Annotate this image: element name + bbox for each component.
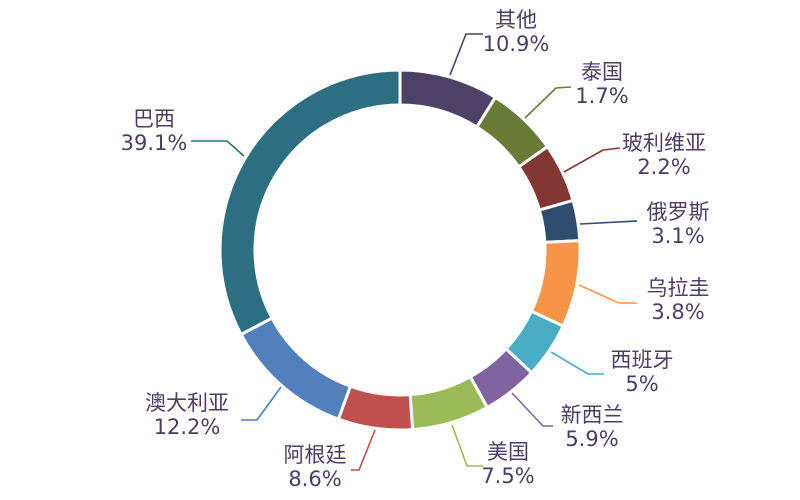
slice-value: 1.7%	[575, 84, 629, 108]
slice-label: 俄罗斯	[646, 200, 710, 224]
slice-label: 泰国	[580, 60, 623, 84]
slice-callout-1: 泰国 1.7%	[575, 60, 628, 108]
slice-callout-8: 阿根廷 8.6%	[284, 443, 347, 491]
slice-callout-4: 乌拉圭 3.8%	[647, 276, 710, 324]
slice-callout-5: 西班牙 5%	[611, 348, 674, 396]
slice-value: 10.9%	[482, 32, 550, 56]
slice-value: 2.2%	[637, 155, 691, 179]
slice-callout-3: 俄罗斯 3.1%	[647, 200, 710, 248]
slice-label: 西班牙	[610, 348, 674, 372]
leader-line-0	[449, 33, 483, 76]
leader-line-4	[578, 284, 637, 304]
leader-line-1	[524, 86, 572, 119]
slice-label: 巴西	[133, 107, 175, 131]
leader-line-10	[191, 140, 245, 157]
donut-slice-9[interactable]	[239, 316, 352, 421]
leader-line-9	[241, 386, 282, 421]
slice-label: 澳大利亚	[145, 391, 229, 415]
leader-line-7	[451, 424, 483, 467]
slice-value: 5%	[625, 372, 659, 396]
slice-callout-6: 新西兰 5.9%	[561, 403, 624, 451]
leader-line-5	[550, 351, 604, 375]
slice-value: 39.1%	[120, 131, 188, 155]
slice-value: 3.8%	[651, 300, 705, 324]
slice-value: 3.1%	[651, 224, 705, 248]
slice-callout-7: 美国 7.5%	[481, 440, 534, 488]
slice-callout-2: 玻利维亚 2.2%	[622, 131, 706, 179]
slice-value: 8.6%	[288, 467, 342, 491]
leader-line-8	[351, 429, 376, 471]
slice-label: 美国	[486, 440, 529, 464]
leader-line-6	[511, 392, 553, 427]
slice-callout-10: 巴西 39.1%	[121, 107, 188, 155]
slice-value: 5.9%	[565, 427, 619, 451]
slice-label: 玻利维亚	[622, 131, 706, 155]
leader-line-3	[579, 220, 638, 225]
slice-value: 12.2%	[153, 415, 221, 439]
slice-label: 其他	[495, 8, 537, 32]
donut-slice-10[interactable]	[218, 68, 402, 337]
donut-slice-7[interactable]	[408, 375, 489, 432]
slice-callout-9: 澳大利亚 12.2%	[145, 391, 229, 439]
leader-line-2	[563, 147, 621, 173]
slice-label: 阿根廷	[283, 443, 347, 467]
slice-value: 7.5%	[481, 464, 535, 488]
slice-label: 乌拉圭	[646, 276, 710, 300]
slice-label: 新西兰	[560, 403, 624, 427]
slice-callout-0: 其他 10.9%	[483, 8, 550, 56]
